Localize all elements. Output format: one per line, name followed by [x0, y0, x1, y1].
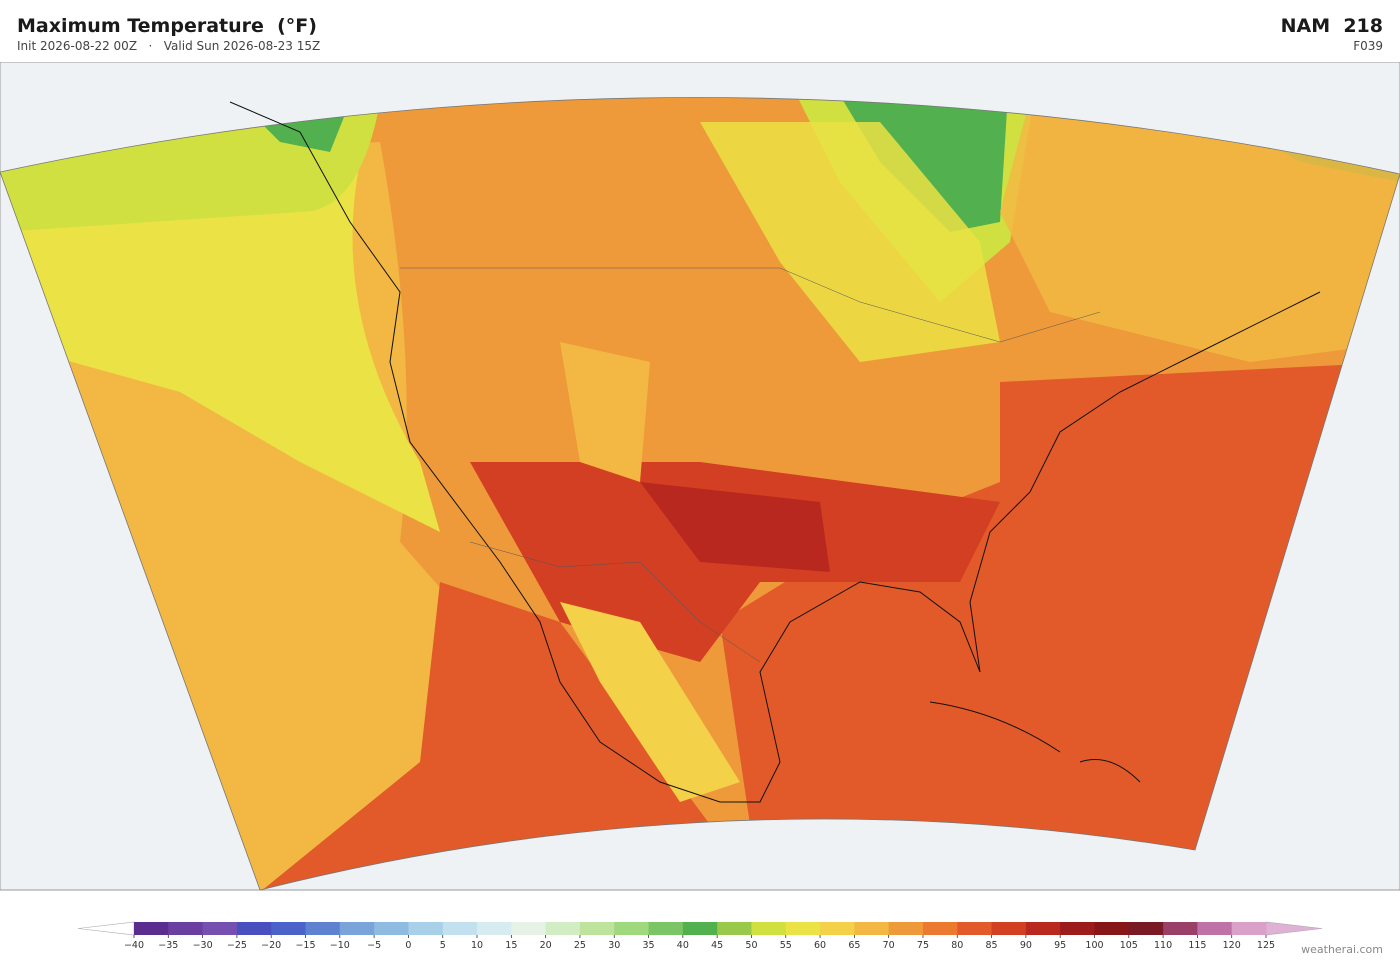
colorbar-bin: [477, 922, 512, 935]
colorbar-bin: [648, 922, 684, 935]
colorbar-tick-label: 25: [574, 940, 586, 951]
colorbar-tick-label: −15: [295, 940, 315, 951]
map: [0, 62, 1400, 891]
colorbar-tick-label: 55: [780, 940, 792, 951]
colorbar-tick-label: 35: [642, 940, 654, 951]
colorbar-bin: [1060, 922, 1095, 935]
colorbar-bin: [717, 922, 752, 935]
colorbar-bin: [374, 922, 409, 935]
colorbar-tick-label: 45: [711, 940, 723, 951]
colorbar-tick-label: −25: [227, 940, 247, 951]
colorbar-bin: [614, 922, 650, 935]
colorbar-tick-label: 5: [440, 940, 446, 951]
model-name: NAM 218: [1280, 15, 1383, 37]
colorbar-under: [77, 921, 135, 936]
colorbar-bin: [579, 922, 615, 935]
colorbar-bin: [854, 922, 890, 935]
colorbar-tick-label: 90: [1020, 940, 1032, 951]
colorbar-tick-label: 30: [608, 940, 620, 951]
colorbar-tick-label: 100: [1085, 940, 1103, 951]
colorbar-tick-label: 70: [883, 940, 895, 951]
colorbar-tick-label: −5: [367, 940, 381, 951]
colorbar-tick-label: 0: [405, 940, 411, 951]
colorbar-bin: [305, 922, 341, 935]
colorbar-tick-label: 15: [505, 940, 517, 951]
colorbar-tick-label: −35: [158, 940, 178, 951]
colorbar-tick-label: 50: [745, 940, 757, 951]
colorbar-bin: [1128, 922, 1164, 935]
colorbar-bin: [1197, 922, 1233, 935]
credit: weatherai.com: [1301, 943, 1383, 956]
colorbar-bin: [888, 922, 924, 935]
colorbar-bin: [168, 922, 204, 935]
colorbar-bin: [545, 922, 581, 935]
colorbar-bin: [785, 922, 821, 935]
colorbar-bin: [1025, 922, 1061, 935]
colorbar-tick-label: −30: [193, 940, 213, 951]
colorbar-tick-label: 65: [848, 940, 860, 951]
temperature-field: [0, 97, 1400, 890]
forecast-hour: F039: [1353, 39, 1383, 53]
colorbar-over: [1265, 921, 1323, 936]
title: Maximum Temperature (°F): [17, 15, 317, 37]
colorbar-bin: [511, 922, 547, 935]
colorbar-tick-label: 115: [1188, 940, 1206, 951]
colorbar-tick-label: 60: [814, 940, 826, 951]
colorbar-bin: [442, 922, 478, 935]
colorbar-tick-label: 75: [917, 940, 929, 951]
colorbar-bin: [408, 922, 444, 935]
subtitle: Init 2026-08-22 00Z · Valid Sun 2026-08-…: [17, 39, 320, 53]
colorbar-tick-label: 105: [1120, 940, 1138, 951]
colorbar-bin: [1231, 922, 1267, 935]
colorbar-tick-label: −10: [330, 940, 350, 951]
colorbar-tick-label: 125: [1257, 940, 1275, 951]
colorbar-bin: [134, 922, 169, 935]
colorbar-bin: [991, 922, 1027, 935]
colorbar-bin: [820, 922, 855, 935]
colorbar-bin: [271, 922, 307, 935]
colorbar-tick-label: 80: [951, 940, 963, 951]
valid-time: Valid Sun 2026-08-23 15Z: [163, 39, 321, 53]
colorbar-bin: [682, 922, 718, 935]
colorbar-tick-label: 85: [986, 940, 998, 951]
colorbar-tick-label: 10: [471, 940, 483, 951]
colorbar-bin: [339, 922, 375, 935]
colorbar-bin: [1094, 922, 1130, 935]
borders: [400, 267, 1101, 663]
colorbar-bin: [922, 922, 958, 935]
domain-outline: [0, 97, 1400, 891]
colorbar-tick-label: −20: [261, 940, 281, 951]
colorbar-bin: [751, 922, 787, 935]
init-time: Init 2026-08-22 00Z: [17, 39, 138, 53]
colorbar-tick-label: 120: [1223, 940, 1241, 951]
colorbar-bin: [1163, 922, 1198, 935]
colorbar: −40 −35 −30 −25 −20 −15 −10 −5 0 5 10 15 20 25 30 35 40 4…: [77, 921, 1323, 951]
colorbar-tick-label: 40: [677, 940, 689, 951]
colorbar-tick-label: 95: [1054, 940, 1066, 951]
colorbar-bin: [957, 922, 993, 935]
coastlines: [229, 101, 1321, 803]
colorbar-tick-label: 20: [540, 940, 552, 951]
colorbar-tick-label: 110: [1154, 940, 1172, 951]
separator: ·: [148, 39, 153, 53]
colorbar-bin: [202, 922, 238, 935]
colorbar-tick-label: −40: [124, 940, 144, 951]
colorbar-bin: [236, 922, 272, 935]
